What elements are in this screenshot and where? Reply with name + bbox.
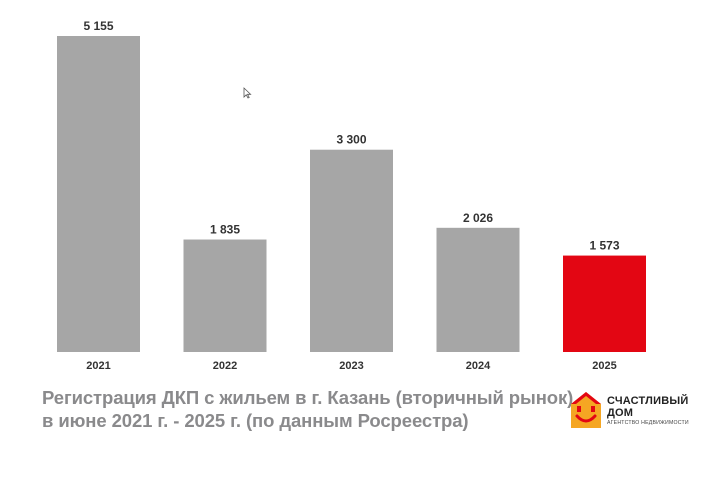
bar-2021 [57,36,140,352]
value-label-2021: 5 155 [83,19,113,33]
caption-line-2: в июне 2021 г. - 2025 г. (по данным Роср… [42,410,469,431]
bar-2025 [563,255,646,352]
category-label-2021: 2021 [86,360,110,372]
caption-line-1: Регистрация ДКП с жильем в г. Казань (вт… [42,387,579,408]
bar-chart-svg: 5 155 2021 1 835 2022 3 300 2023 2 026 2024 1 57… [57,19,646,372]
chart-caption: Регистрация ДКП с жильем в г. Казань (вт… [42,386,579,432]
logo-text-line-3: АГЕНТСТВО НЕДВИЖИМОСТИ [607,420,689,426]
value-label-2023: 3 300 [336,133,366,147]
company-logo: СЧАСТЛИВЫЙ ДОМ АГЕНТСТВО НЕДВИЖИМОСТИ [567,388,697,433]
category-label-2025: 2025 [592,360,616,372]
category-label-2022: 2022 [213,360,237,372]
logo-text-line-1: СЧАСТЛИВЫЙ [607,395,689,407]
value-label-2022: 1 835 [210,223,240,237]
bar-2024 [436,227,520,352]
logo-text-line-2: ДОМ [607,407,634,419]
house-smile-icon [571,392,601,428]
value-label-2024: 2 026 [463,211,493,225]
value-label-2025: 1 573 [589,239,619,253]
bar-2022 [183,239,267,352]
mouse-pointer-icon [243,86,252,104]
bar-2023 [310,149,393,352]
category-label-2023: 2023 [339,360,363,372]
category-label-2024: 2024 [466,360,491,372]
